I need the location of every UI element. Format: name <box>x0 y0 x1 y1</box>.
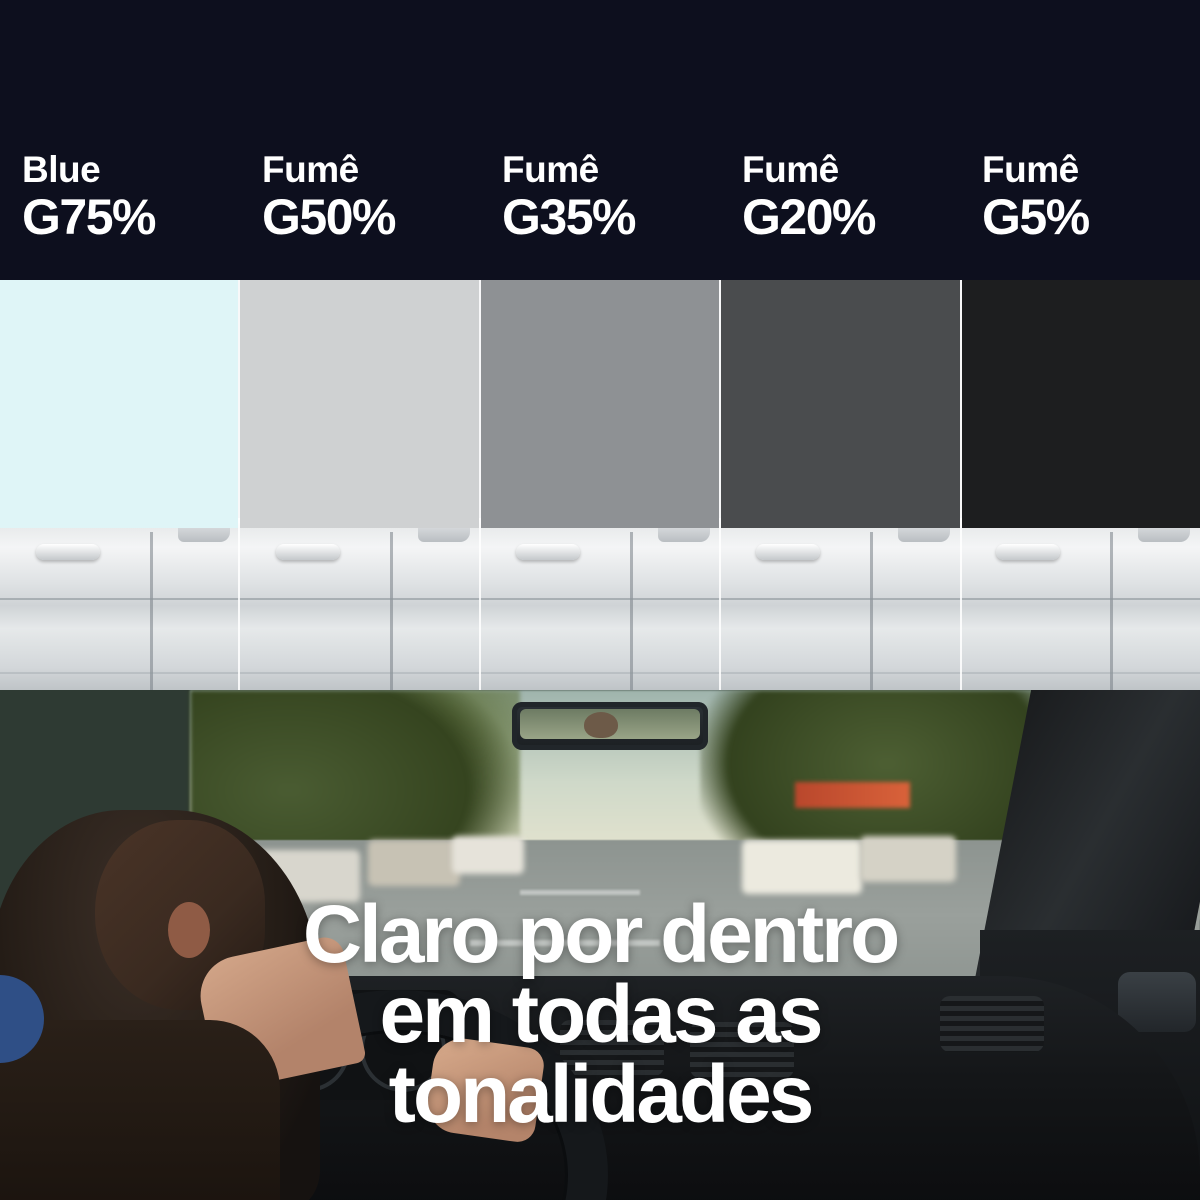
tint-strip-1 <box>240 280 481 690</box>
tint-label-2: Fumê G35% <box>480 150 720 280</box>
car-door-seam <box>870 532 873 690</box>
street-shop-sign <box>795 782 910 808</box>
air-vent-center <box>560 1020 664 1076</box>
car-door-handle <box>516 544 580 560</box>
side-mirror <box>1118 972 1196 1032</box>
car-body-crease <box>0 672 1200 674</box>
driver-interior-photo <box>0 690 1200 1200</box>
tint-family-4: Fumê <box>982 149 1079 190</box>
tint-swatch-4 <box>961 280 1200 528</box>
tint-grade-1: G50% <box>262 189 396 245</box>
traffic-car <box>452 836 524 874</box>
tint-grade-0: G75% <box>22 189 156 245</box>
tint-swatch-2 <box>480 280 720 528</box>
tint-grade-3: G20% <box>742 189 876 245</box>
headline: Claro por dentro em todas as tonalidades <box>0 889 1200 1140</box>
traffic-car <box>860 836 956 882</box>
road-marking <box>470 940 660 946</box>
car-door-handle <box>276 544 340 560</box>
tint-swatch-0 <box>0 280 239 528</box>
car-door-seam <box>390 532 393 690</box>
car-door-handle <box>36 544 100 560</box>
car-door-seam <box>1110 532 1113 690</box>
driver-torso <box>0 1020 280 1200</box>
traffic-car <box>742 840 862 894</box>
car-door-seam <box>630 532 633 690</box>
tint-strip-4 <box>961 280 1200 690</box>
tint-strip-row <box>0 280 1200 690</box>
tint-grade-4: G5% <box>982 189 1090 245</box>
tint-label-4: Fumê G5% <box>960 150 1200 280</box>
driver-face-reflection <box>584 712 618 738</box>
tint-label-3: Fumê G20% <box>720 150 960 280</box>
car-body-crease <box>0 598 1200 600</box>
tint-label-1: Fumê G50% <box>240 150 480 280</box>
car-door-handle <box>996 544 1060 560</box>
tint-swatch-3 <box>721 280 960 528</box>
car-door-handle <box>756 544 820 560</box>
tint-labels-row: Blue G75% Fumê G50% Fumê G35% Fumê G20% … <box>0 150 1200 280</box>
tint-swatch-1 <box>240 280 479 528</box>
tint-strip-2 <box>480 280 722 690</box>
road-marking <box>520 890 640 895</box>
air-vent-center-right <box>690 1022 794 1078</box>
tint-family-3: Fumê <box>742 149 839 190</box>
tint-strip-0 <box>0 280 241 690</box>
rearview-mirror-reflection <box>520 709 700 739</box>
car-comparison-band <box>0 280 1200 690</box>
tint-family-1: Fumê <box>262 149 359 190</box>
headline-line-3: tonalidades <box>388 1049 815 1140</box>
rearview-mirror <box>512 702 708 750</box>
tint-family-0: Blue <box>22 149 101 190</box>
driver-ear <box>168 902 210 958</box>
tint-family-2: Fumê <box>502 149 599 190</box>
headline-line-2: em todas as <box>379 969 824 1060</box>
tint-strip-3 <box>721 280 962 690</box>
tint-grade-2: G35% <box>502 189 636 245</box>
car-door-seam <box>150 532 153 690</box>
headline-line-1: Claro por dentro <box>302 889 900 980</box>
traffic-car <box>368 840 460 886</box>
tint-label-0: Blue G75% <box>0 150 240 280</box>
air-vent-right <box>940 996 1044 1052</box>
